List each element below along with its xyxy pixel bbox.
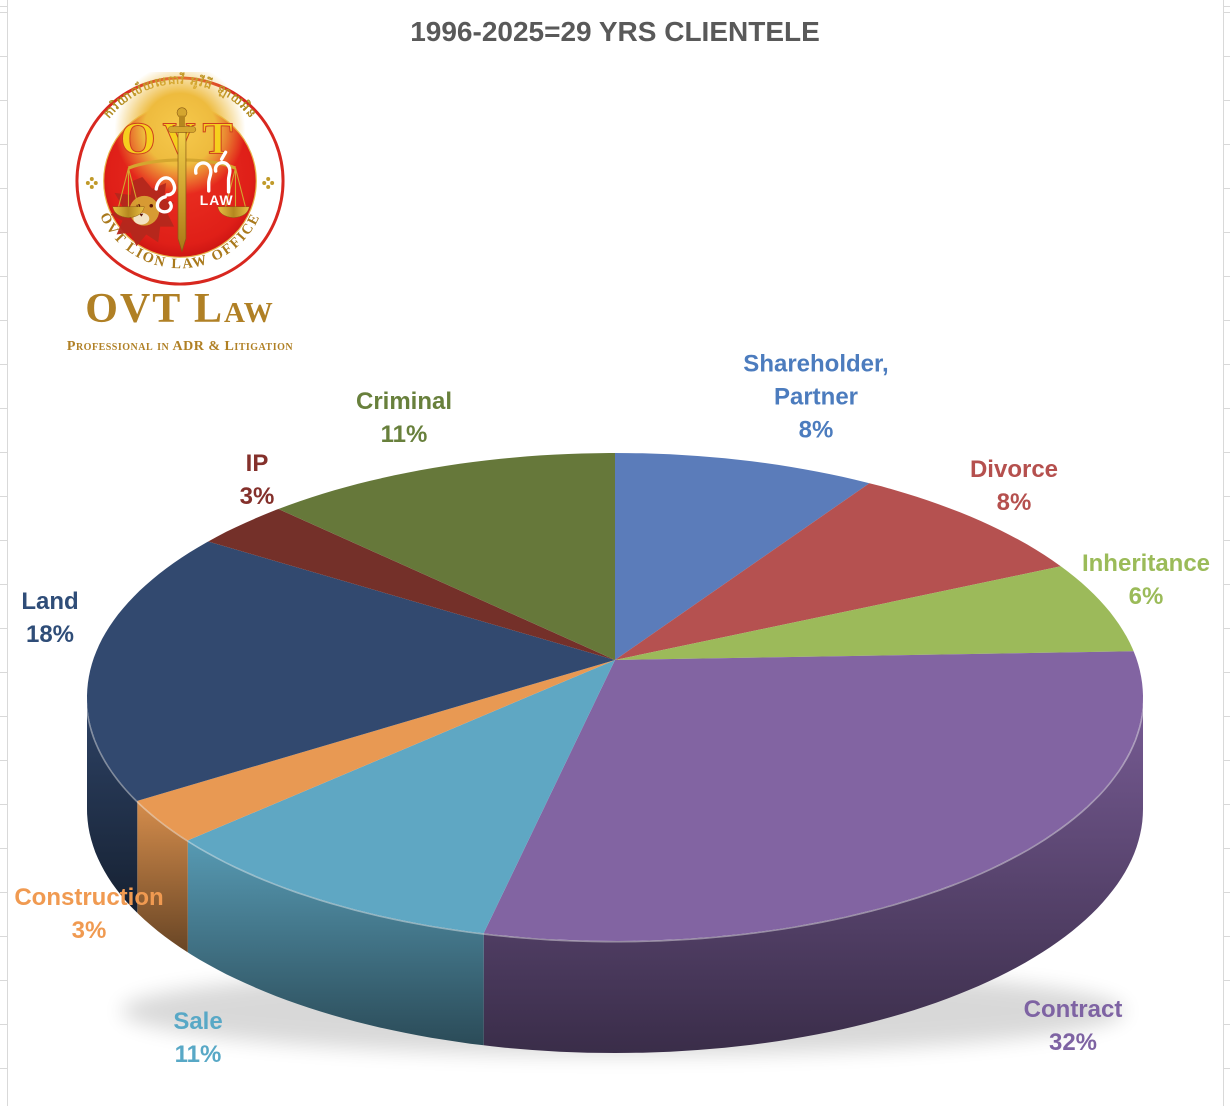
- pie-label-sale[interactable]: Sale 11%: [173, 1008, 223, 1068]
- pie-slice-side-contract[interactable]: [483, 697, 1143, 1053]
- pie-slice-ip[interactable]: [208, 509, 615, 660]
- logo-tagline: Professional in ADR & Litigation: [66, 339, 294, 354]
- spreadsheet-gridlines-left: [0, 0, 8, 1106]
- logo-wordmark: OVT Law: [85, 286, 275, 332]
- pie-slice-shareholder-partner[interactable]: [615, 453, 870, 660]
- pie-label-divorce[interactable]: Divorce 8%: [969, 456, 1059, 516]
- pie-slice-side-sale[interactable]: [187, 840, 484, 1046]
- pie-label-land[interactable]: Land 18%: [21, 588, 79, 648]
- seal-monogram: OVT: [120, 112, 240, 163]
- seal-flower-marks: [85, 177, 275, 189]
- pie-slice-inheritance[interactable]: [615, 566, 1134, 660]
- chart-title: 1996-2025=29 YRS CLIENTELE: [410, 16, 820, 47]
- seal-law-text: LAW: [200, 192, 234, 208]
- seal-scales-sword-icon: [112, 107, 250, 253]
- pie-slice-criminal[interactable]: [278, 453, 615, 660]
- pie-slice-sale[interactable]: [187, 660, 616, 934]
- pie-slice-side-construction[interactable]: [137, 800, 188, 953]
- pie-label-construction[interactable]: Construction 3%: [14, 884, 164, 944]
- pie-slice-divorce[interactable]: [615, 483, 1061, 660]
- spreadsheet-gridlines-right: [1223, 0, 1230, 1106]
- pie-label-ip[interactable]: IP 3%: [239, 450, 275, 510]
- pie-label-contract[interactable]: Contract 32%: [1023, 996, 1123, 1056]
- seal-khmer-script: [154, 150, 232, 214]
- pie-slice-contract[interactable]: [483, 651, 1143, 941]
- pie-label-shareholder-partner[interactable]: Shareholder, Partner 8%: [743, 350, 889, 444]
- pie-label-criminal[interactable]: Criminal 11%: [355, 388, 453, 448]
- pie-label-inheritance[interactable]: Inheritance 6%: [1081, 550, 1211, 610]
- pie-slice-construction[interactable]: [137, 660, 616, 841]
- pie-slice-land[interactable]: [87, 541, 615, 801]
- ovt-law-logo: ច្បាប់ ការិយាល័យមេធាវី អូវីធី ឡាយអិន: [71, 64, 289, 295]
- ovt-law-seal-icon: ការិយាល័យមេធាវី អូវីធី ឡាយអិន OVT LION L…: [75, 64, 285, 286]
- pie-slice-side-land[interactable]: [87, 697, 138, 913]
